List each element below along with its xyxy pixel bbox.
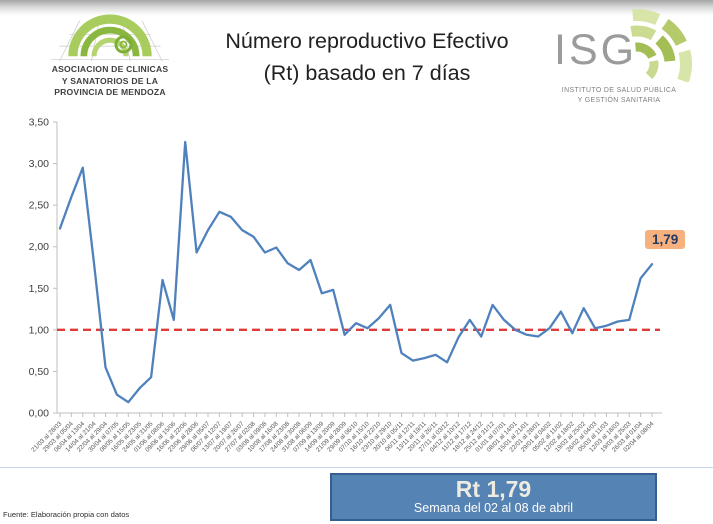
footer-divider	[0, 467, 713, 468]
rt-highlight-box: Rt 1,79 Semana del 02 al 08 de abril	[330, 473, 657, 521]
page-title: Número reproductivo Efectivo (Rt) basado…	[178, 25, 556, 90]
isg-sub-line2: Y GESTIÓN SANITARIA	[577, 97, 661, 105]
chart-axes	[56, 122, 662, 414]
left-logo-line2: Y SANATORIOS DE LA	[61, 75, 159, 86]
isg-arcs-icon	[630, 9, 692, 82]
clinicas-mendoza-logo: ASOCIACION DE CLINICAS Y SANATORIOS DE L…	[34, 9, 186, 109]
y-tick-label: 2,00	[29, 241, 50, 253]
y-tick-label: 0,50	[29, 366, 50, 378]
left-logo-line1: ASOCIACION DE CLINICAS	[51, 64, 169, 74]
top-gradient-band	[0, 0, 713, 16]
rt-highlight-subtitle: Semana del 02 al 08 de abril	[413, 501, 574, 516]
rt-series-line	[58, 140, 654, 404]
source-note: Fuente: Elaboración propia con datos	[3, 510, 130, 519]
green-arch-icon	[51, 14, 169, 62]
y-tick-label: 3,00	[29, 158, 50, 170]
last-point-value-label: 1,79	[645, 230, 686, 249]
isg-logo: ISG INSTITUTO DE SALUD PÚBLICA Y GESTIÓN…	[551, 2, 711, 110]
isg-acronym: ISG	[554, 26, 638, 74]
page-title-line2: (Rt) basado en 7 días	[263, 61, 471, 86]
y-tick-label: 1,50	[29, 283, 50, 295]
page-title-line1: Número reproductivo Efectivo	[225, 29, 509, 53]
y-tick-label: 3,50	[29, 117, 50, 129]
rt-highlight-title: Rt 1,79	[455, 476, 532, 502]
y-tick-label: 0,00	[29, 408, 50, 420]
isg-sub-line1: INSTITUTO DE SALUD PÚBLICA	[561, 87, 677, 94]
y-tick-label: 1,00	[29, 324, 50, 336]
left-logo-line3: PROVINCIA DE MENDOZA	[54, 87, 166, 98]
y-tick-label: 2,50	[29, 200, 50, 212]
